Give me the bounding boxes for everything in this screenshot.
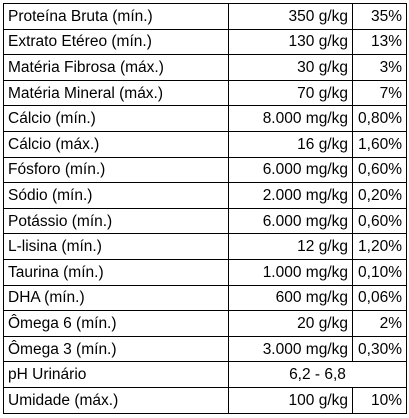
nutrient-percent: 1,20% bbox=[352, 233, 407, 260]
nutrient-percent: 0,06% bbox=[352, 284, 407, 312]
nutrient-value: 600 mg/kg bbox=[228, 284, 353, 312]
table-row: Proteína Bruta (mín.) 350 g/kg 35% bbox=[3, 3, 407, 30]
nutrient-percent: 1,60% bbox=[352, 130, 407, 158]
nutrient-name: Sódio (mín.) bbox=[3, 182, 229, 209]
nutrient-name: Matéria Fibrosa (máx.) bbox=[3, 54, 229, 81]
nutrient-name: pH Urinário bbox=[3, 361, 229, 388]
table-row: Cálcio (mín.) 8.000 mg/kg 0,80% bbox=[3, 105, 407, 132]
nutrient-name: Ômega 6 (mín.) bbox=[3, 310, 229, 337]
nutrient-name: Cálcio (máx.) bbox=[3, 130, 229, 158]
table-row: L-lisina (mín.) 12 g/kg 1,20% bbox=[3, 233, 407, 260]
nutrient-value: 6.000 mg/kg bbox=[228, 156, 353, 184]
nutrient-percent: 0,60% bbox=[352, 156, 407, 184]
nutrient-name: Proteína Bruta (mín.) bbox=[3, 3, 229, 30]
nutrient-value: 20 g/kg bbox=[228, 310, 353, 337]
nutrient-percent: 35% bbox=[352, 3, 407, 30]
nutrient-name: Umidade (máx.) bbox=[3, 386, 229, 414]
nutrient-name: Fósforo (mín.) bbox=[3, 156, 229, 184]
nutrient-value: 12 g/kg bbox=[228, 233, 353, 260]
nutrient-name: Potássio (mín.) bbox=[3, 207, 229, 235]
nutrient-value: 6,2 - 6,8 bbox=[228, 361, 407, 388]
nutrient-value: 1.000 mg/kg bbox=[228, 258, 353, 286]
table-row: Sódio (mín.) 2.000 mg/kg 0,20% bbox=[3, 182, 407, 209]
nutrient-percent: 0,30% bbox=[352, 335, 407, 363]
table-row: Fósforo (mín.) 6.000 mg/kg 0,60% bbox=[3, 156, 407, 184]
table-row: DHA (mín.) 600 mg/kg 0,06% bbox=[3, 284, 407, 312]
table-row: Matéria Fibrosa (máx.) 30 g/kg 3% bbox=[3, 54, 407, 81]
nutrient-percent: 10% bbox=[352, 386, 407, 414]
table-row: pH Urinário 6,2 - 6,8 bbox=[3, 361, 407, 388]
table-row: Umidade (máx.) 100 g/kg 10% bbox=[3, 386, 407, 414]
nutrient-value: 100 g/kg bbox=[228, 386, 353, 414]
nutrient-name: Ômega 3 (mín.) bbox=[3, 335, 229, 363]
nutrition-table: Proteína Bruta (mín.) 350 g/kg 35% Extrato … bbox=[3, 3, 407, 414]
nutrient-name: Matéria Mineral (máx.) bbox=[3, 79, 229, 107]
nutrient-name: Taurina (mín.) bbox=[3, 258, 229, 286]
nutrient-percent: 0,80% bbox=[352, 105, 407, 132]
nutrient-percent: 2% bbox=[352, 310, 407, 337]
nutrient-percent: 7% bbox=[352, 79, 407, 107]
nutrient-name: Cálcio (mín.) bbox=[3, 105, 229, 132]
nutrient-percent: 3% bbox=[352, 54, 407, 81]
nutrient-name: DHA (mín.) bbox=[3, 284, 229, 312]
nutrient-value: 350 g/kg bbox=[228, 3, 353, 30]
table-row: Ômega 3 (mín.) 3.000 mg/kg 0,30% bbox=[3, 335, 407, 363]
nutrient-value: 6.000 mg/kg bbox=[228, 207, 353, 235]
nutrient-percent: 0,20% bbox=[352, 182, 407, 209]
nutrient-name: L-lisina (mín.) bbox=[3, 233, 229, 260]
nutrient-value: 2.000 mg/kg bbox=[228, 182, 353, 209]
nutrient-value: 30 g/kg bbox=[228, 54, 353, 81]
nutrient-percent: 13% bbox=[352, 28, 407, 56]
table-row: Matéria Mineral (máx.) 70 g/kg 7% bbox=[3, 79, 407, 107]
nutrient-name: Extrato Etéreo (mín.) bbox=[3, 28, 229, 56]
nutrient-value: 16 g/kg bbox=[228, 130, 353, 158]
nutrient-value: 8.000 mg/kg bbox=[228, 105, 353, 132]
nutrition-table-body: Proteína Bruta (mín.) 350 g/kg 35% Extrato … bbox=[3, 3, 407, 414]
table-row: Ômega 6 (mín.) 20 g/kg 2% bbox=[3, 310, 407, 337]
nutrient-value: 70 g/kg bbox=[228, 79, 353, 107]
table-row: Cálcio (máx.) 16 g/kg 1,60% bbox=[3, 130, 407, 158]
table-row: Extrato Etéreo (mín.) 130 g/kg 13% bbox=[3, 28, 407, 56]
nutrient-percent: 0,10% bbox=[352, 258, 407, 286]
table-row: Potássio (mín.) 6.000 mg/kg 0,60% bbox=[3, 207, 407, 235]
nutrient-value: 3.000 mg/kg bbox=[228, 335, 353, 363]
nutrient-percent: 0,60% bbox=[352, 207, 407, 235]
nutrient-value: 130 g/kg bbox=[228, 28, 353, 56]
nutrition-table-wrapper: Proteína Bruta (mín.) 350 g/kg 35% Extrato … bbox=[3, 3, 407, 414]
table-row: Taurina (mín.) 1.000 mg/kg 0,10% bbox=[3, 258, 407, 286]
